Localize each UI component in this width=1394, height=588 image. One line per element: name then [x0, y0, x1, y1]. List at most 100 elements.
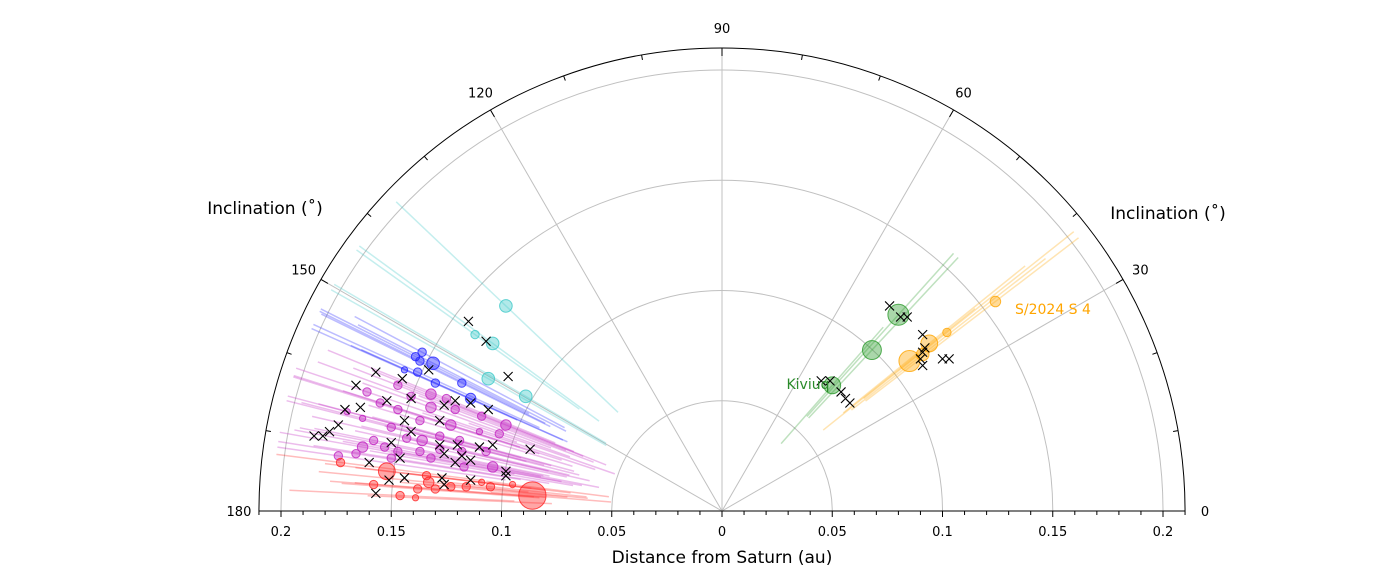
red-moon-point: [478, 478, 486, 486]
magenta-orbit-line: [468, 422, 616, 475]
orange-orbit-line: [865, 237, 1080, 402]
angle-tick-label: 120: [468, 87, 493, 102]
radial-tick-label: 0.1: [491, 525, 512, 540]
orange-moon-point: [942, 327, 952, 338]
angle-tick: [801, 54, 803, 60]
angle-tick-label: 60: [955, 87, 972, 102]
green-orbit-line: [806, 252, 955, 418]
cross-marker: [465, 398, 476, 408]
magenta-moon-point: [406, 391, 416, 402]
blue-orbit-line: [320, 308, 530, 415]
magenta-moon-point: [393, 446, 403, 457]
angle-tick: [878, 75, 881, 81]
cross-marker: [902, 312, 913, 322]
red-orbit-line: [442, 483, 588, 500]
magenta-orbit-line: [361, 425, 570, 476]
cross-marker: [309, 431, 319, 441]
cross-marker: [399, 473, 410, 483]
cyan-moon-point: [470, 329, 480, 340]
magenta-orbit-line: [371, 369, 575, 453]
radial-tick-label: 0.15: [1038, 525, 1067, 540]
magenta-orbit-line: [313, 444, 550, 485]
cyan-moon-point: [499, 299, 513, 313]
cross-marker: [324, 426, 335, 437]
magenta-orbit-line: [311, 415, 549, 472]
angle-tick: [949, 109, 954, 118]
blue-orbit-line: [313, 323, 540, 429]
magenta-moon-point: [476, 411, 487, 421]
cross-marker: [406, 393, 416, 404]
magenta-orbit-line: [295, 367, 518, 443]
grid: [258, 47, 1186, 517]
magenta-orbit-line: [390, 450, 583, 487]
cross-marker: [474, 442, 485, 452]
cross-marker: [370, 488, 381, 499]
angle-tick: [641, 54, 643, 60]
radial-tick-label: 0.1: [932, 525, 953, 540]
red-moon-point: [377, 462, 396, 481]
cyan-moon-point: [518, 389, 533, 404]
radial-tick-label: 0: [718, 525, 726, 540]
cross-marker: [450, 457, 461, 468]
blue-moon-point: [426, 356, 440, 371]
magenta-orbit-line: [342, 440, 562, 483]
magenta-moon-point: [435, 431, 445, 441]
radial-tick-label: 0.05: [818, 525, 847, 540]
orange-orbit-line: [850, 257, 1047, 411]
angle-tick-label: 180: [227, 505, 252, 520]
angle-tick: [1115, 279, 1124, 284]
red-orbit-line: [490, 491, 612, 503]
red-moon-point: [446, 482, 456, 492]
cross-marker: [944, 353, 955, 364]
magenta-orbit-line: [278, 440, 521, 481]
cross-marker: [465, 475, 476, 486]
cyan-orbit-line: [333, 283, 607, 444]
red-orbit-line: [367, 494, 552, 505]
magenta-orbit-line: [318, 403, 552, 467]
cyan-moon-point: [485, 336, 500, 351]
red-moon-point: [518, 481, 547, 510]
red-orbit-line: [439, 480, 587, 498]
blue-moon-point: [415, 356, 425, 366]
red-moon-point: [508, 480, 517, 489]
magenta-orbit-line: [408, 438, 590, 482]
cross-marker: [487, 439, 498, 450]
red-moon-point: [485, 482, 496, 492]
magenta-moon-point: [356, 441, 369, 453]
data-marks: [276, 201, 1080, 510]
magenta-moon-point: [415, 415, 425, 426]
red-orbit-line: [486, 480, 609, 498]
red-orbit-line: [341, 482, 540, 499]
cyan-moon-point: [481, 371, 496, 386]
cross-marker: [503, 371, 514, 382]
angle-tick: [320, 279, 329, 284]
radial-tick-label: 0.15: [377, 525, 406, 540]
angle-tick: [1016, 155, 1021, 161]
angle-tick: [265, 430, 271, 432]
cyan-orbit-line: [330, 289, 607, 447]
blue-moon-point: [430, 378, 441, 388]
cross-marker: [439, 448, 450, 459]
magenta-moon-point: [425, 388, 437, 400]
magenta-moon-point: [481, 446, 491, 457]
red-moon-point: [395, 490, 405, 501]
red-moon-point: [335, 457, 346, 468]
cross-marker: [439, 479, 450, 490]
red-moon-point: [430, 484, 441, 494]
red-moon-point: [413, 484, 423, 494]
grid-spoke: [490, 109, 723, 512]
cross-marker: [434, 415, 445, 426]
magenta-orbit-line: [286, 399, 527, 463]
red-orbit-line: [354, 482, 546, 499]
cross-marker: [434, 439, 445, 450]
cross-marker: [465, 455, 476, 466]
annotation-s2024-s4: S/2024 S 4: [1015, 302, 1091, 318]
blue-moon-point: [417, 347, 427, 357]
magenta-moon-point: [368, 435, 379, 446]
cross-marker: [370, 367, 381, 377]
cross-marker: [351, 380, 361, 391]
magenta-moon-point: [416, 434, 428, 447]
angle-tick-label: 90: [714, 22, 731, 37]
cross-marker: [384, 475, 394, 486]
cross-marker: [397, 373, 408, 384]
